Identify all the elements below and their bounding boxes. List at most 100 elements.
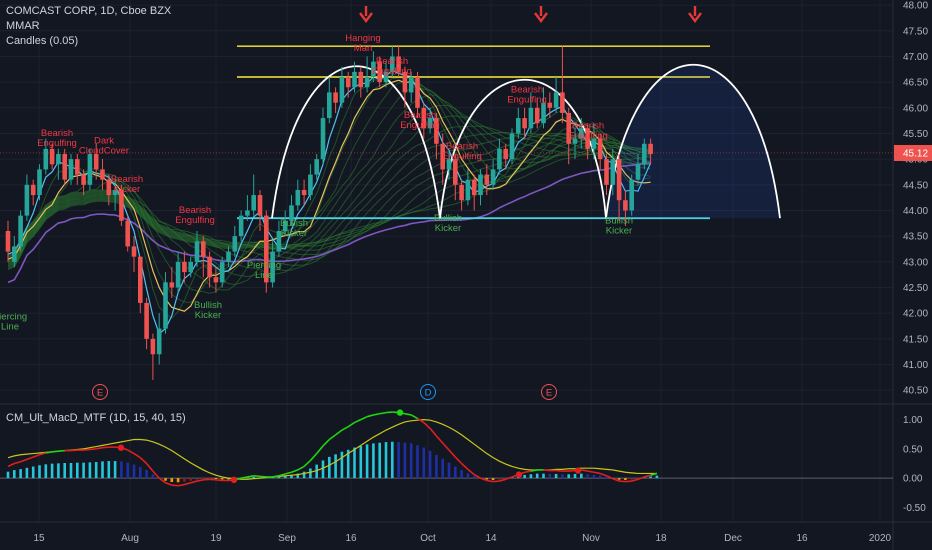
candle-body — [30, 184, 36, 196]
macd-line-segment — [619, 480, 626, 483]
last-price-tag — [894, 144, 932, 161]
candle-body — [320, 118, 326, 160]
candle-body — [345, 77, 351, 88]
candle-body — [314, 159, 319, 175]
candle-body — [352, 71, 357, 88]
arrow-markers — [359, 6, 702, 23]
candle-body — [49, 148, 55, 165]
candle-body — [138, 256, 143, 303]
candle-body — [245, 210, 250, 216]
price-tick-label: 45.50 — [903, 129, 928, 140]
candle-body — [484, 174, 490, 185]
candle-body — [421, 107, 427, 129]
candle-body — [75, 159, 80, 175]
macd-line-segment — [650, 472, 658, 476]
macd-cross-dot — [574, 467, 582, 474]
pattern-label: Bullish Kicker — [280, 218, 308, 239]
pattern-label-line: CloudCover — [79, 146, 129, 157]
macd-line-segment — [145, 462, 154, 472]
macd-line-segment — [581, 469, 588, 472]
macd-tick-label: 0.50 — [903, 444, 923, 455]
pattern-label-line: Line — [255, 270, 273, 281]
candle-body — [119, 189, 124, 221]
event-marker-circle — [541, 384, 557, 400]
time-tick-label: Sep — [278, 533, 296, 544]
candle-body — [490, 169, 496, 185]
price-tick-label: 44.50 — [903, 180, 928, 191]
macd-title[interactable]: CM_Ult_MacD_MTF (1D, 15, 40, 15) — [6, 412, 186, 424]
macd-line-segment — [297, 465, 305, 471]
event-marker-circle — [92, 384, 108, 400]
macd-line-segment — [177, 483, 185, 487]
macd-line-segment — [45, 451, 53, 454]
candle-body — [93, 154, 99, 170]
pattern-label: Bearish Engulfing — [442, 141, 482, 162]
macd-panel — [0, 409, 893, 487]
price-tick-label: 42.00 — [903, 309, 928, 320]
macd-line-segment — [568, 469, 576, 472]
pattern-label-line: Engulfing — [568, 130, 608, 141]
macd-line-segment — [184, 482, 191, 486]
macd-line-segment — [461, 462, 469, 470]
time-tick-label: Dec — [724, 533, 742, 544]
candle-body — [522, 118, 527, 129]
candle-body — [144, 302, 149, 339]
macd-line-segment — [203, 478, 210, 481]
macd-cross-dot — [515, 471, 523, 478]
pattern-label: Bearish Engulfing — [507, 84, 547, 105]
pattern-label-line: Bearish — [376, 56, 408, 67]
time-tick-label: 19 — [210, 533, 222, 544]
macd-line-segment — [152, 470, 160, 479]
ribbon-ma-line — [7, 86, 651, 291]
pattern-label-line: Kicker — [114, 184, 140, 195]
pattern-label-line: Bullish — [605, 215, 633, 226]
candle-body — [503, 148, 508, 160]
time-axis[interactable]: 15 Aug 19 Sep 16 Oct 14 Nov 18 Dec 16 2020 — [33, 533, 891, 544]
macd-line-segment — [410, 414, 418, 420]
price-axis[interactable]: 48.0047.5047.0046.5046.0045.5045.0044.50… — [894, 1, 932, 514]
ribbon-ma-line — [7, 80, 651, 294]
candle-body — [276, 231, 282, 252]
time-tick-label: 15 — [33, 533, 45, 544]
macd-line-segment — [26, 456, 34, 461]
candle-body — [43, 148, 49, 170]
candle-body — [597, 138, 603, 160]
pattern-label-line: Engulfing — [507, 94, 547, 105]
candle-body — [175, 261, 181, 288]
candle-body — [364, 77, 370, 88]
candle-body — [497, 148, 502, 170]
pattern-label-line: Engulfing — [37, 138, 77, 149]
macd-tick-label: -0.50 — [903, 503, 926, 514]
indicator-candles[interactable]: Candles (0.05) — [6, 35, 79, 47]
time-tick-label: 18 — [655, 533, 667, 544]
candle-body — [390, 56, 395, 72]
macd-line-segment — [127, 449, 135, 455]
candle-body — [81, 174, 86, 185]
macd-cross-dot — [396, 409, 404, 416]
macd-line-segment — [139, 457, 148, 465]
pattern-label-line: Line — [1, 321, 19, 332]
chart-legend: COMCAST CORP, 1D, Cboe BZX MMAR Candles … — [6, 4, 171, 49]
candle-body — [616, 159, 622, 201]
macd-cross-dot — [230, 476, 238, 484]
macd-line-segment — [366, 414, 374, 418]
pattern-label-line: Man — [354, 43, 372, 54]
candle-body — [68, 159, 74, 180]
indicator-mmar[interactable]: MMAR — [6, 20, 40, 32]
candle-body — [62, 154, 67, 180]
candle-body — [56, 154, 61, 165]
pattern-label-line: Bearish — [572, 120, 604, 131]
candle-body — [24, 184, 30, 216]
candle-body — [301, 189, 307, 196]
candle-body — [478, 174, 483, 196]
macd-line-segment — [644, 474, 651, 478]
macd-line-segment — [347, 421, 355, 428]
macd-cross-dot — [117, 444, 125, 451]
candle-body — [377, 61, 382, 83]
price-tick-label: 47.50 — [903, 26, 928, 37]
macd-line-segment — [39, 452, 47, 456]
time-tick-label: Nov — [582, 533, 600, 544]
macd-line-segment — [612, 477, 620, 482]
symbol-title[interactable]: COMCAST CORP, 1D, Cboe BZX — [6, 5, 172, 17]
